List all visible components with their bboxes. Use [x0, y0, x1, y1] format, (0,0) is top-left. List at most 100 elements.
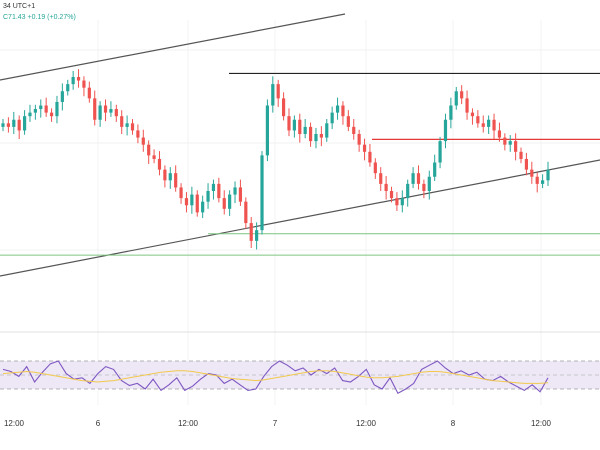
candle-body — [211, 183, 216, 191]
candle-body — [222, 198, 226, 209]
candle-body — [152, 155, 156, 159]
candle-body — [33, 109, 37, 113]
candle-body — [325, 123, 329, 138]
candle-body — [98, 105, 102, 120]
candle-body — [228, 194, 232, 209]
candle-body — [163, 169, 167, 181]
x-tick-label: 6 — [96, 419, 101, 428]
candle-body — [541, 180, 545, 184]
price-grid — [0, 20, 600, 405]
candle-body — [524, 158, 529, 170]
candle-body — [460, 91, 464, 99]
candle-body — [503, 137, 507, 145]
candle-body — [93, 98, 97, 120]
candle-body — [125, 123, 129, 127]
candle-body — [438, 141, 442, 163]
candle-body — [481, 123, 485, 127]
candle-body — [427, 176, 431, 191]
candle-body — [66, 84, 70, 92]
session-info: 34 UTC+1 — [3, 3, 36, 10]
candle-body — [109, 109, 113, 113]
candle-body — [190, 194, 194, 206]
candle-body — [217, 183, 221, 199]
candle-body — [454, 91, 458, 106]
candle-body — [238, 187, 243, 202]
candle-body — [341, 105, 345, 117]
candle-body — [546, 169, 550, 181]
candle-body — [168, 173, 172, 181]
candle-body — [292, 119, 296, 131]
candle-body — [1, 123, 5, 127]
candle-body — [470, 112, 475, 117]
candle-body — [508, 141, 512, 145]
candle-body — [514, 141, 518, 152]
candle-body — [179, 187, 183, 199]
x-tick-label: 12:00 — [356, 419, 377, 428]
candle-body — [87, 87, 91, 99]
candle-body — [39, 105, 43, 110]
candle-body — [433, 162, 437, 177]
candle-body — [195, 194, 199, 213]
candle-body — [411, 173, 415, 184]
candle-body — [76, 77, 81, 81]
candle-body — [157, 158, 162, 170]
candle-body — [335, 105, 340, 113]
candle-body — [298, 119, 302, 134]
candle-body — [373, 162, 377, 174]
candle-body — [49, 112, 54, 117]
candle-body — [44, 105, 48, 113]
candle-body — [233, 187, 237, 195]
candle-body — [443, 119, 448, 142]
candle-body — [184, 198, 189, 206]
candle-body — [476, 116, 480, 124]
candles-group — [1, 69, 550, 250]
candle-body — [406, 183, 410, 199]
candle-body — [487, 119, 491, 127]
candle-body — [308, 126, 313, 142]
candle-body — [379, 173, 383, 184]
lower-channel-trendline — [0, 159, 600, 277]
candle-body — [281, 98, 286, 117]
candle-body — [136, 130, 140, 138]
candle-body — [357, 134, 361, 145]
candle-body — [492, 119, 496, 131]
candle-body — [141, 137, 145, 145]
candle-body — [422, 183, 426, 191]
x-tick-label: 8 — [451, 419, 456, 428]
candle-body — [55, 101, 59, 117]
candle-body — [244, 201, 248, 224]
candle-body — [130, 123, 135, 131]
candle-body — [71, 77, 75, 85]
candle-body — [346, 116, 350, 127]
candle-body — [201, 201, 205, 213]
candle-body — [206, 191, 210, 202]
candle-body — [395, 198, 399, 206]
candle-body — [368, 151, 372, 163]
candle-body — [530, 169, 534, 177]
rsi-band — [0, 361, 600, 389]
candle-body — [271, 84, 275, 106]
rsi-line — [2, 360, 549, 394]
ohlc-readout: C71.43 +0.19 (+0.27%) — [3, 14, 76, 21]
candle-body — [384, 183, 388, 191]
candle-body — [352, 126, 356, 134]
candle-body — [519, 151, 523, 159]
candle-body — [276, 84, 280, 99]
rsi-ma-line — [2, 370, 549, 384]
candle-body — [28, 112, 32, 117]
x-tick-label: 12:00 — [531, 419, 552, 428]
candle-body — [174, 173, 178, 188]
candle-body — [103, 105, 108, 113]
candle-body — [330, 112, 334, 124]
candle-body — [22, 116, 27, 131]
candle-body — [6, 123, 10, 127]
candle-body — [287, 116, 291, 131]
candle-body — [389, 191, 394, 199]
candle-body — [265, 105, 270, 156]
candle-body — [497, 130, 502, 138]
candle-body — [255, 230, 259, 241]
x-tick-label: 12:00 — [178, 419, 199, 428]
candle-body — [82, 80, 86, 88]
